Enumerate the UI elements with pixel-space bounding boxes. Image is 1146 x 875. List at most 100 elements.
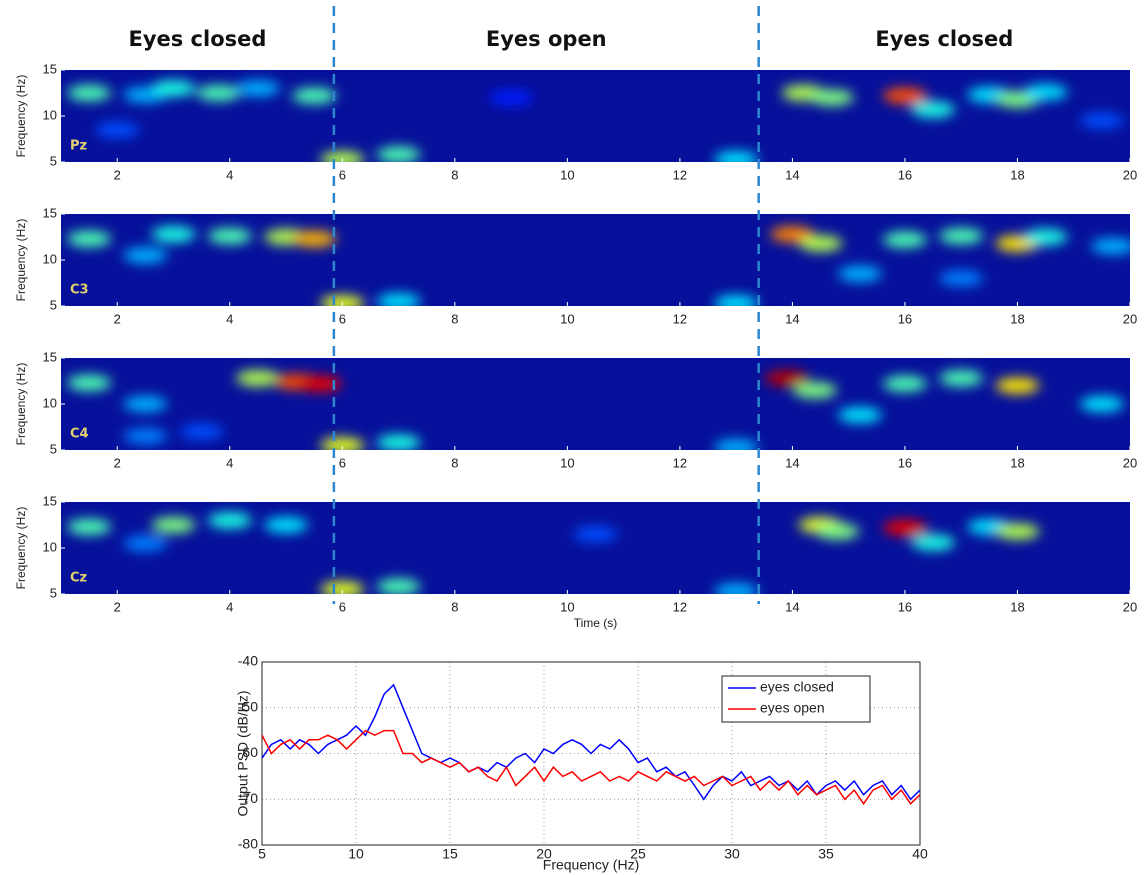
x-tick-label: 35 [818, 846, 834, 862]
x-axis-label: Frequency (Hz) [543, 857, 639, 873]
y-tick-label: 5 [50, 585, 57, 600]
legend-box [721, 675, 871, 723]
x-tick-label: 4 [226, 599, 233, 614]
x-tick-label: 25 [630, 846, 646, 862]
x-tick-label: 8 [451, 167, 458, 182]
power-spot [320, 437, 365, 450]
x-tick-label: 8 [451, 599, 458, 614]
y-tick-label: 15 [43, 61, 57, 76]
x-tick-label: 16 [898, 599, 912, 614]
x-tick-label: 18 [1010, 455, 1024, 470]
psd-line [261, 729, 921, 806]
plot-frame [261, 661, 921, 846]
spots [67, 370, 1124, 450]
x-tick-label: 15 [442, 846, 458, 862]
x-tick-label: 18 [1010, 599, 1024, 614]
power-spot [179, 423, 224, 440]
y-axis-label: Frequency (Hz) [14, 363, 28, 446]
power-spot [995, 523, 1040, 540]
channel-label: Pz [70, 139, 87, 154]
x-tick-label: 14 [785, 311, 799, 326]
y-tick-label: 15 [43, 349, 57, 364]
x-tick-label: 2 [114, 167, 121, 182]
power-spot [151, 226, 196, 243]
power-spot [714, 439, 759, 450]
power-spot [67, 518, 112, 535]
y-tick-label: 15 [43, 205, 57, 220]
spots [67, 512, 1040, 594]
power-spot [1079, 112, 1124, 129]
legend-label: eyes closed [760, 679, 834, 695]
power-spot [995, 377, 1040, 394]
y-tick-label: -50 [238, 698, 258, 714]
spectrogram [67, 80, 1124, 162]
x-tick-label: 12 [673, 599, 687, 614]
power-spot [297, 375, 342, 392]
y-tick-label: 10 [43, 251, 57, 266]
power-spot [1023, 229, 1068, 245]
x-tick-label: 12 [673, 455, 687, 470]
x-tick-label: 2 [114, 311, 121, 326]
power-spot [882, 231, 927, 248]
y-tick-label: 10 [43, 395, 57, 410]
power-spot [714, 151, 759, 162]
power-spot [123, 396, 168, 412]
x-tick-label: 12 [673, 167, 687, 182]
legend: eyes closed eyes open [721, 675, 871, 723]
power-spot [882, 519, 927, 536]
power-spot [764, 370, 809, 387]
y-tick-label: -40 [238, 653, 258, 669]
x-tick-label: 2 [114, 455, 121, 470]
power-spot [1023, 84, 1068, 101]
x-tick-label: 6 [339, 455, 346, 470]
x-tick-label: 16 [898, 311, 912, 326]
power-spot [292, 87, 337, 104]
power-spot [207, 228, 252, 245]
power-spot [882, 375, 927, 392]
x-tick-label: 2 [114, 599, 121, 614]
power-spot [376, 146, 421, 162]
x-tick-label: 20 [1123, 599, 1137, 614]
power-spot [837, 407, 882, 424]
power-spot [292, 230, 337, 247]
power-spot [67, 85, 112, 101]
y-tick-label: -70 [238, 790, 258, 806]
power-spot [320, 581, 365, 594]
power-spot [376, 578, 421, 594]
power-spot [837, 265, 882, 282]
panel-background [61, 214, 1130, 306]
power-spot [151, 80, 196, 97]
section-label: Eyes closed [875, 27, 1013, 51]
x-tick-label: 8 [451, 455, 458, 470]
x-tick-label: 16 [898, 455, 912, 470]
power-spot [809, 89, 854, 106]
channel-label: C3 [70, 283, 89, 298]
y-tick-label: 10 [43, 107, 57, 122]
power-spot [489, 89, 534, 106]
x-tick-label: 16 [898, 167, 912, 182]
x-tick-label: 10 [560, 599, 574, 614]
x-tick-label: 10 [560, 167, 574, 182]
y-axis-label: Output PSD (dB/Hz) [235, 690, 251, 816]
x-tick-label: 4 [226, 311, 233, 326]
power-spot [792, 382, 837, 399]
power-spot [376, 434, 421, 450]
power-spot [939, 228, 984, 245]
y-axis-label: Frequency (Hz) [14, 75, 28, 158]
x-tick-label: 30 [724, 846, 740, 862]
x-tick-label: 14 [785, 167, 799, 182]
power-spot [911, 534, 956, 551]
x-tick-label: 18 [1010, 311, 1024, 326]
power-spot [123, 428, 168, 445]
x-tick-label: 20 [1123, 455, 1137, 470]
channel-label: Cz [70, 571, 87, 586]
legend-label: eyes open [760, 700, 825, 716]
x-axis-label: Time (s) [574, 616, 618, 630]
x-tick-label: 10 [560, 311, 574, 326]
y-tick-label: 15 [43, 493, 57, 508]
y-axis-label: Frequency (Hz) [14, 219, 28, 302]
y-tick-label: -80 [238, 836, 258, 852]
spots [67, 226, 1130, 306]
x-tick-label: 10 [560, 455, 574, 470]
x-tick-label: 5 [258, 846, 266, 862]
